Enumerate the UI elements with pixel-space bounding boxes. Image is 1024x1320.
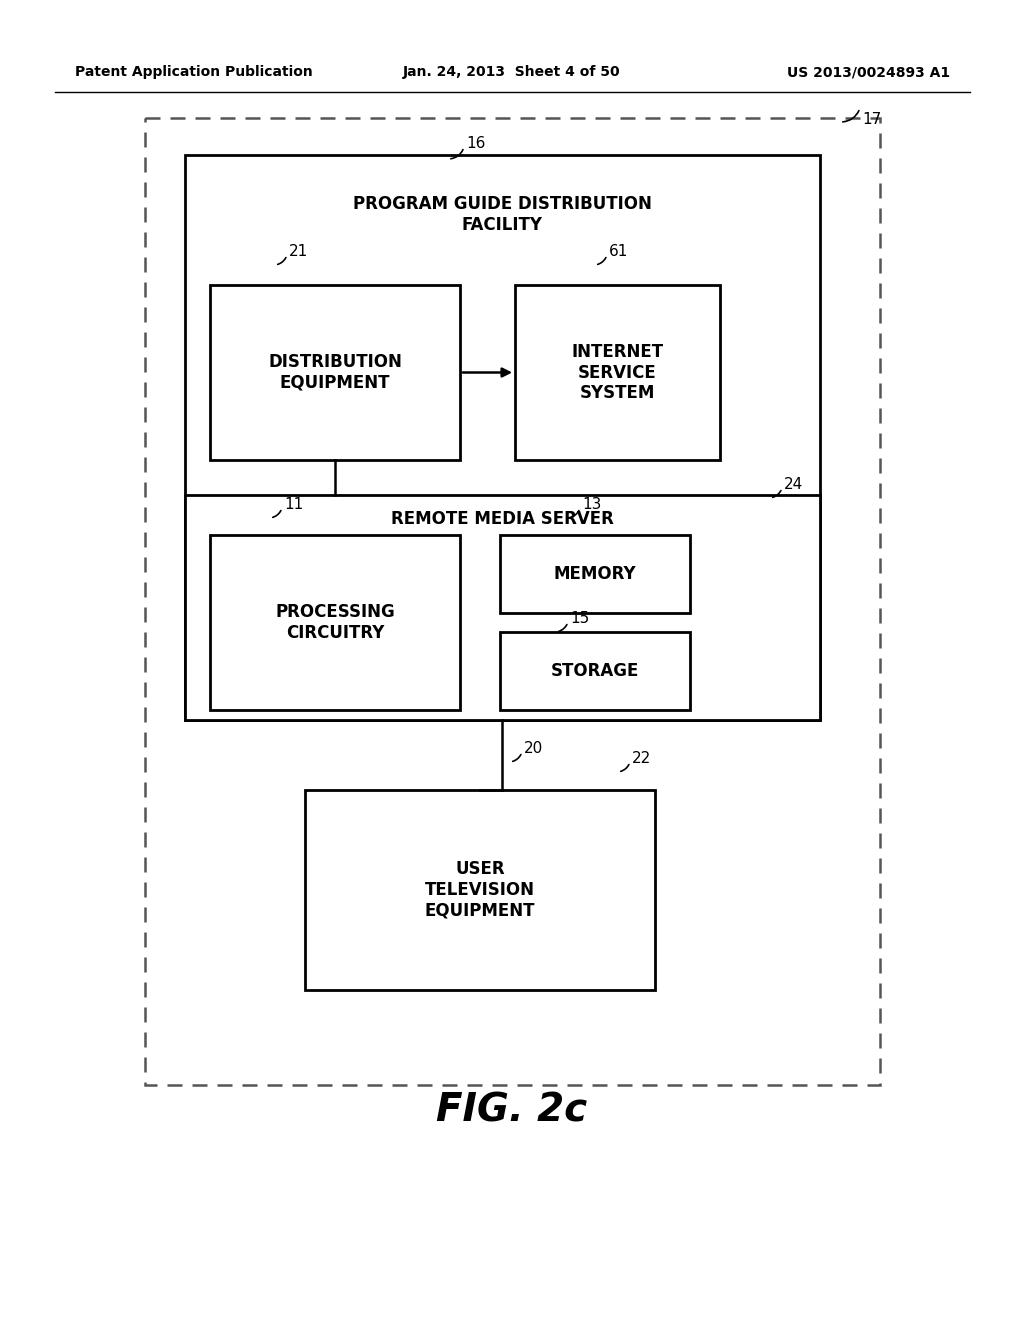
Text: REMOTE MEDIA SERVER: REMOTE MEDIA SERVER bbox=[390, 510, 613, 528]
Text: 22: 22 bbox=[632, 751, 651, 766]
Text: PROGRAM GUIDE DISTRIBUTION
FACILITY: PROGRAM GUIDE DISTRIBUTION FACILITY bbox=[352, 195, 651, 234]
Bar bbox=[210, 285, 460, 459]
Text: US 2013/0024893 A1: US 2013/0024893 A1 bbox=[786, 65, 950, 79]
Text: PROCESSING
CIRCUITRY: PROCESSING CIRCUITRY bbox=[275, 603, 395, 642]
Text: Jan. 24, 2013  Sheet 4 of 50: Jan. 24, 2013 Sheet 4 of 50 bbox=[403, 65, 621, 79]
Text: 61: 61 bbox=[609, 244, 629, 259]
Bar bbox=[210, 535, 460, 710]
Text: MEMORY: MEMORY bbox=[554, 565, 636, 583]
Text: STORAGE: STORAGE bbox=[551, 663, 639, 680]
Bar bbox=[515, 285, 720, 459]
Text: USER
TELEVISION
EQUIPMENT: USER TELEVISION EQUIPMENT bbox=[425, 861, 536, 920]
Text: 11: 11 bbox=[284, 498, 303, 512]
Text: 17: 17 bbox=[862, 112, 882, 127]
Text: 20: 20 bbox=[524, 741, 544, 756]
Text: Patent Application Publication: Patent Application Publication bbox=[75, 65, 312, 79]
Bar bbox=[500, 632, 690, 710]
Text: 24: 24 bbox=[784, 477, 803, 492]
Bar bbox=[185, 495, 820, 719]
Text: INTERNET
SERVICE
SYSTEM: INTERNET SERVICE SYSTEM bbox=[571, 343, 664, 403]
Bar bbox=[145, 117, 880, 1085]
Text: 15: 15 bbox=[570, 611, 589, 626]
Text: 21: 21 bbox=[289, 244, 308, 259]
Text: DISTRIBUTION
EQUIPMENT: DISTRIBUTION EQUIPMENT bbox=[268, 354, 402, 392]
Bar bbox=[185, 154, 820, 719]
Bar bbox=[500, 535, 690, 612]
Bar bbox=[305, 789, 655, 990]
Text: 16: 16 bbox=[466, 136, 485, 150]
Text: 13: 13 bbox=[582, 498, 601, 512]
Text: FIG. 2c: FIG. 2c bbox=[436, 1092, 588, 1129]
